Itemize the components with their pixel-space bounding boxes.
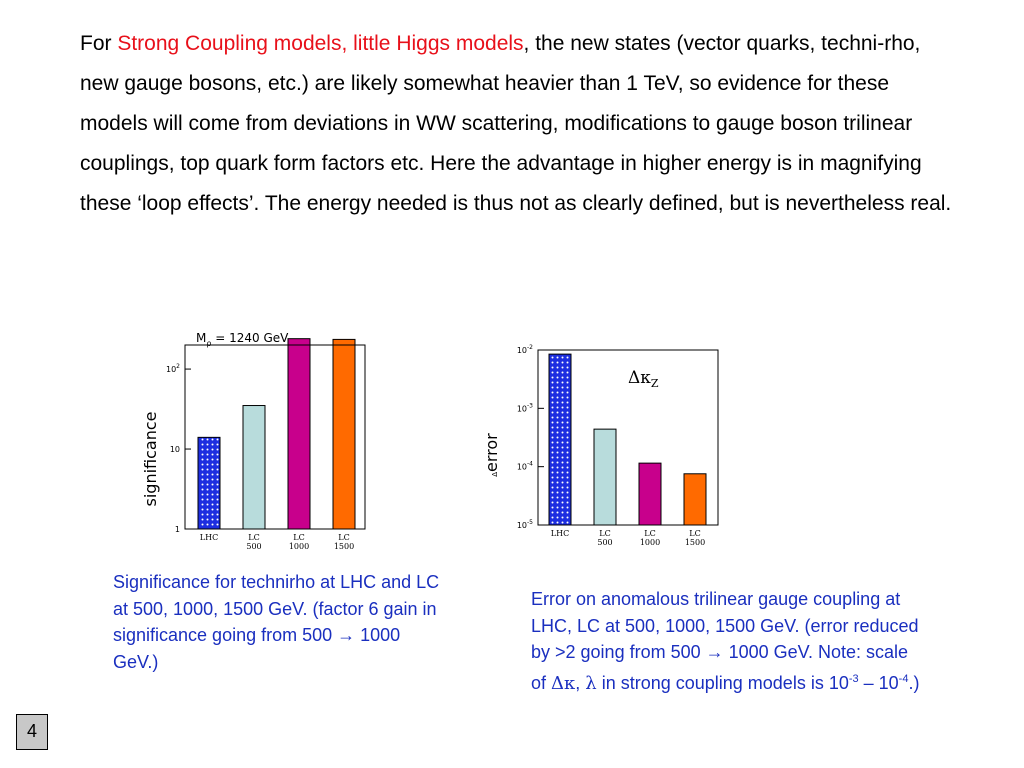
chart2-annotation: ΔκZ [628,368,659,390]
chart1-bar [197,436,221,530]
chart1-category-label: LC [248,533,259,542]
chart1-bar [287,338,311,530]
chart1-category-label: 1000 [289,542,309,551]
chart2-ytick-label: 10-3 [517,402,533,413]
chart2-category-label: LC [599,529,610,538]
chart1-ylabel: significance [141,412,160,507]
chart1-category-label: LC [338,533,349,542]
chart2-ytick-label: 10-4 [517,461,533,472]
chart2-category-label: 1000 [640,538,660,547]
intro-lead: For [80,32,118,55]
caption-left: Significance for technirho at LHC and LC… [113,572,440,672]
chart1-ytick-label: 10 [170,445,180,454]
chart2-bar [683,473,707,526]
slide-number-badge: 4 [16,714,48,750]
chart2-category-label: LHC [551,529,569,538]
chart2-category-label: LC [644,529,655,538]
chart1-ytick-label: 1 [175,525,180,534]
chart1-bar [242,405,266,530]
chart2-ytick-label: 10-5 [517,519,533,530]
chart2-bar [593,428,617,526]
caption-right: Error on anomalous trilinear gauge coupl… [531,589,920,694]
chart2-bar [638,462,662,526]
chart2-category-label: LC [689,529,700,538]
chart2-category-label: 1500 [685,538,705,547]
chart1-category-label: LC [293,533,304,542]
intro-rest: , the new states (vector quarks, techni-… [80,32,952,215]
intro-highlight: Strong Coupling models, little Higgs mod… [117,32,524,55]
chart2-plot-frame [537,349,719,526]
chart1-category-label: LHC [200,533,218,542]
chart1-category-label: 500 [246,542,261,551]
chart2-ytick-label: 10-2 [517,344,533,355]
chart2-ylabel: Δerror [482,433,501,477]
intro-paragraph: For Strong Coupling models, little Higgs… [80,24,960,224]
chart2-bar [548,353,572,526]
chart1-plot-frame [184,344,366,530]
chart1-ytick-label: 102 [166,363,180,374]
chart1-title: Mρ = 1240 GeV [196,331,289,348]
chart1-category-label: 1500 [334,542,354,551]
chart2-category-label: 500 [597,538,612,547]
chart1-bar [332,338,356,530]
